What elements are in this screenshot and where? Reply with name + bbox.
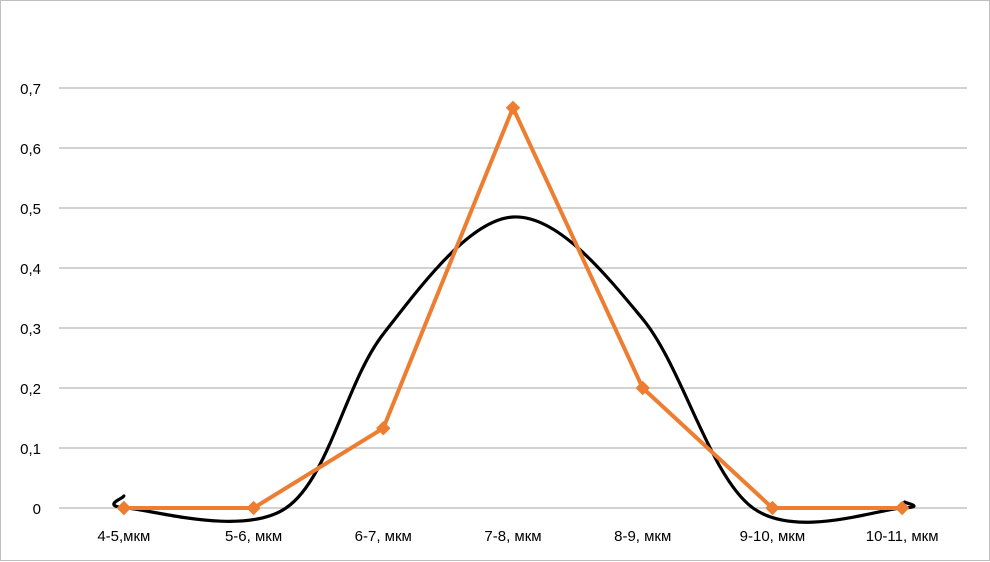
data-point-marker — [505, 100, 521, 116]
data-point-marker — [894, 500, 910, 516]
x-tick-label: 7-8, мкм — [484, 528, 541, 545]
y-tick-label: 0,5 — [20, 201, 41, 218]
y-tick-label: 0,4 — [20, 261, 41, 278]
data-point-marker — [246, 500, 261, 516]
series-layer — [116, 100, 910, 516]
trend-curve-layer — [112, 215, 916, 524]
x-tick-label: 10-11, мкм — [866, 528, 939, 545]
y-axis-ticks: 0 0,1 0,2 0,3 0,4 0,5 0,6 0,7 — [20, 81, 41, 518]
x-tick-label: 6-7, мкм — [355, 528, 412, 545]
data-point-marker — [376, 420, 391, 436]
y-tick-label: 0,6 — [20, 141, 41, 158]
y-tick-label: 0,1 — [20, 441, 41, 458]
x-axis-ticks: 4-5,мкм 5-6, мкм 6-7, мкм 7-8, мкм 8-9, мкм 9… — [97, 528, 938, 545]
x-tick-label: 4-5,мкм — [97, 528, 150, 545]
x-tick-label: 9-10, мкм — [740, 528, 806, 545]
data-point-marker — [116, 500, 132, 516]
x-tick-label: 8-9, мкм — [614, 528, 671, 545]
y-tick-label: 0,3 — [20, 321, 41, 338]
x-tick-label: 5-6, мкм — [225, 528, 282, 545]
y-tick-label: 0,7 — [20, 81, 41, 98]
y-tick-label: 0,2 — [20, 381, 41, 398]
trend-curve — [112, 215, 916, 524]
data-point-marker — [765, 500, 780, 516]
gridlines — [59, 87, 967, 509]
y-tick-label: 0 — [33, 501, 41, 518]
data-point-marker — [635, 380, 650, 396]
